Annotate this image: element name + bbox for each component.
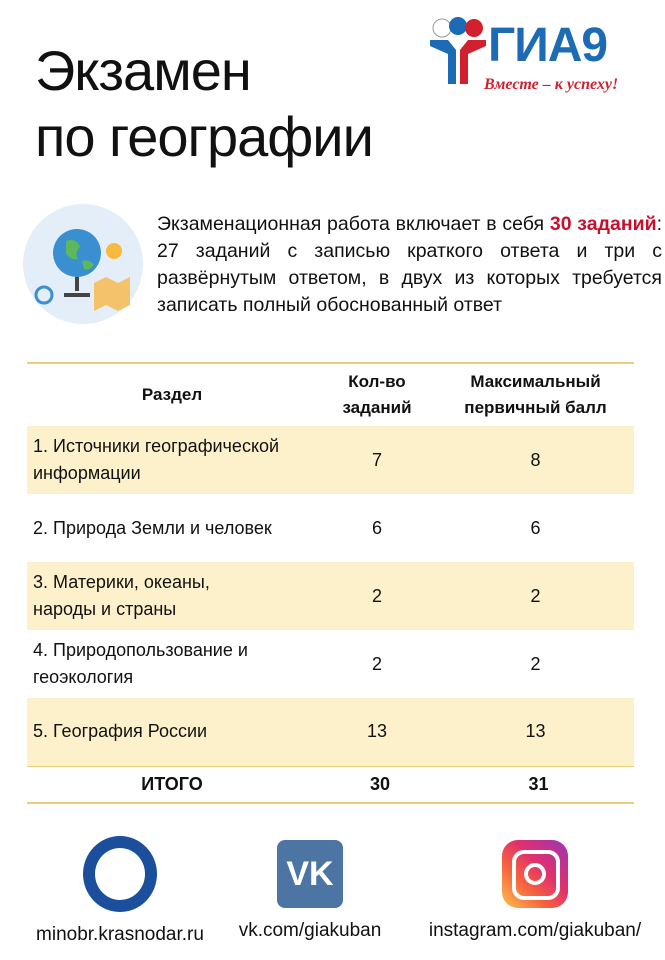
vk-link[interactable]: vk.com/giakuban <box>238 920 382 941</box>
ministry-seal-icon <box>83 836 157 912</box>
footer-ministry[interactable]: minobr.krasnodar.ru <box>10 836 230 946</box>
instagram-icon <box>502 840 568 908</box>
vk-icon: VK <box>277 840 343 908</box>
geography-globe-icon <box>23 204 143 324</box>
footer-vk[interactable]: VK vk.com/giakuban <box>220 836 400 942</box>
task-count-highlight: 30 заданий <box>549 213 657 235</box>
table-row: 4. Природопользование и геоэкология 2 2 <box>33 640 541 687</box>
gia9-emblem-icon <box>430 17 486 84</box>
footer-instagram[interactable]: instagram.com/giakuban/ <box>405 836 665 942</box>
table-row: 1. Источники географической информации 7 8 <box>27 426 634 494</box>
instagram-link[interactable]: instagram.com/giakuban/ <box>428 920 642 941</box>
page-title: Экзамен по географии <box>35 39 374 168</box>
table-header: Раздел Кол-во заданий Максимальный перви… <box>141 372 607 417</box>
table-row: 2. Природа Земли и человек 6 6 <box>33 517 541 538</box>
exam-description: Экзаменационная работа включает в себя 3… <box>157 213 662 316</box>
sections-table: Раздел Кол-во заданий Максимальный перви… <box>27 362 634 804</box>
table-row: 5. География России 13 13 <box>27 698 634 766</box>
ministry-link[interactable]: minobr.krasnodar.ru <box>36 924 204 945</box>
table-total-row: ИТОГО 30 31 <box>27 765 634 803</box>
gia9-logo: ГИА9 Вместе – к успеху! <box>428 14 658 104</box>
table-row: 3. Материки, океаны, народы и страны 2 2 <box>27 562 634 630</box>
